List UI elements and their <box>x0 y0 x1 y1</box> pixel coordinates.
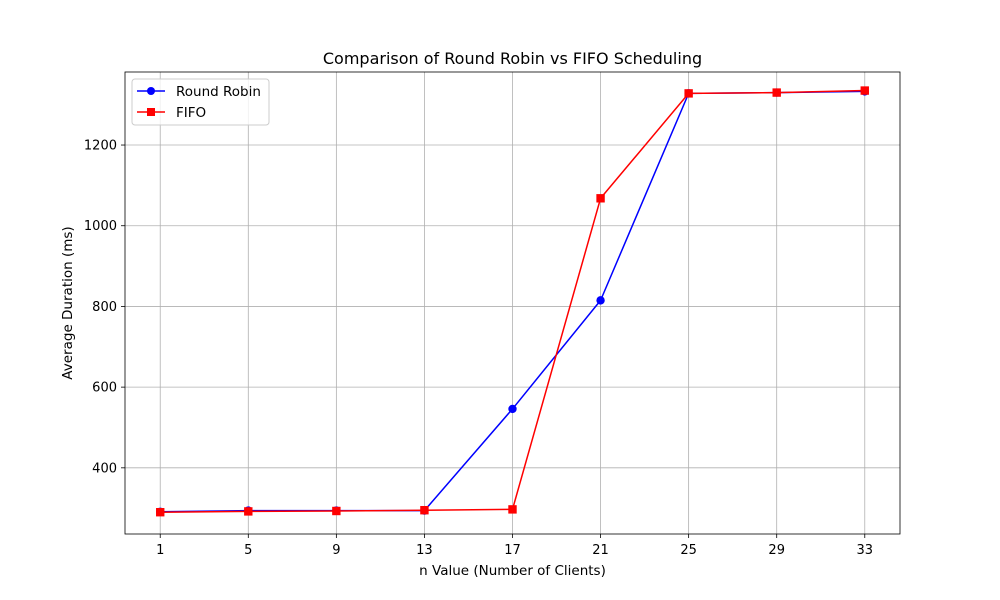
x-tick-label: 17 <box>504 543 521 558</box>
y-tick-label: 800 <box>92 300 117 315</box>
data-point-fifo <box>596 194 605 203</box>
series-layer <box>156 86 869 517</box>
x-tick-label: 9 <box>332 543 340 558</box>
legend: Round Robin FIFO <box>131 78 270 126</box>
legend-marker-round-robin <box>147 87 155 95</box>
y-tick-label: 1200 <box>84 139 117 154</box>
series-fifo <box>156 86 869 517</box>
legend-box <box>131 78 270 126</box>
chart-title: Comparison of Round Robin vs FIFO Schedu… <box>323 49 702 68</box>
data-point-fifo <box>508 505 517 514</box>
data-point-round-robin <box>508 404 517 414</box>
data-point-fifo <box>684 89 693 98</box>
y-tick-label: 600 <box>92 381 117 396</box>
x-tick-label: 25 <box>680 543 697 558</box>
x-tick-label: 13 <box>416 543 433 558</box>
x-tick-label: 29 <box>768 543 785 558</box>
y-axis: 400 600 800 1000 1200 <box>84 139 125 476</box>
legend-label-fifo: FIFO <box>176 105 206 121</box>
y-tick-label: 1000 <box>84 219 117 234</box>
data-point-fifo <box>332 506 341 516</box>
data-point-fifo <box>420 505 429 515</box>
data-point-fifo <box>772 88 781 97</box>
legend-marker-fifo <box>147 108 155 116</box>
data-point-fifo <box>860 86 869 95</box>
data-point-fifo <box>156 508 165 517</box>
grid <box>125 72 900 534</box>
legend-label-round-robin: Round Robin <box>176 84 261 100</box>
y-axis-label: Average Duration (ms) <box>60 226 76 379</box>
x-axis-label: n Value (Number of Clients) <box>419 563 606 579</box>
data-point-round-robin <box>596 296 605 305</box>
x-tick-label: 21 <box>592 543 609 558</box>
data-point-fifo <box>244 507 253 516</box>
y-tick-label: 400 <box>92 461 117 476</box>
x-tick-label: 5 <box>244 543 252 558</box>
x-tick-label: 1 <box>156 543 164 558</box>
x-tick-label: 33 <box>856 543 873 558</box>
x-axis: 1 5 9 13 17 21 25 29 33 <box>156 534 873 558</box>
